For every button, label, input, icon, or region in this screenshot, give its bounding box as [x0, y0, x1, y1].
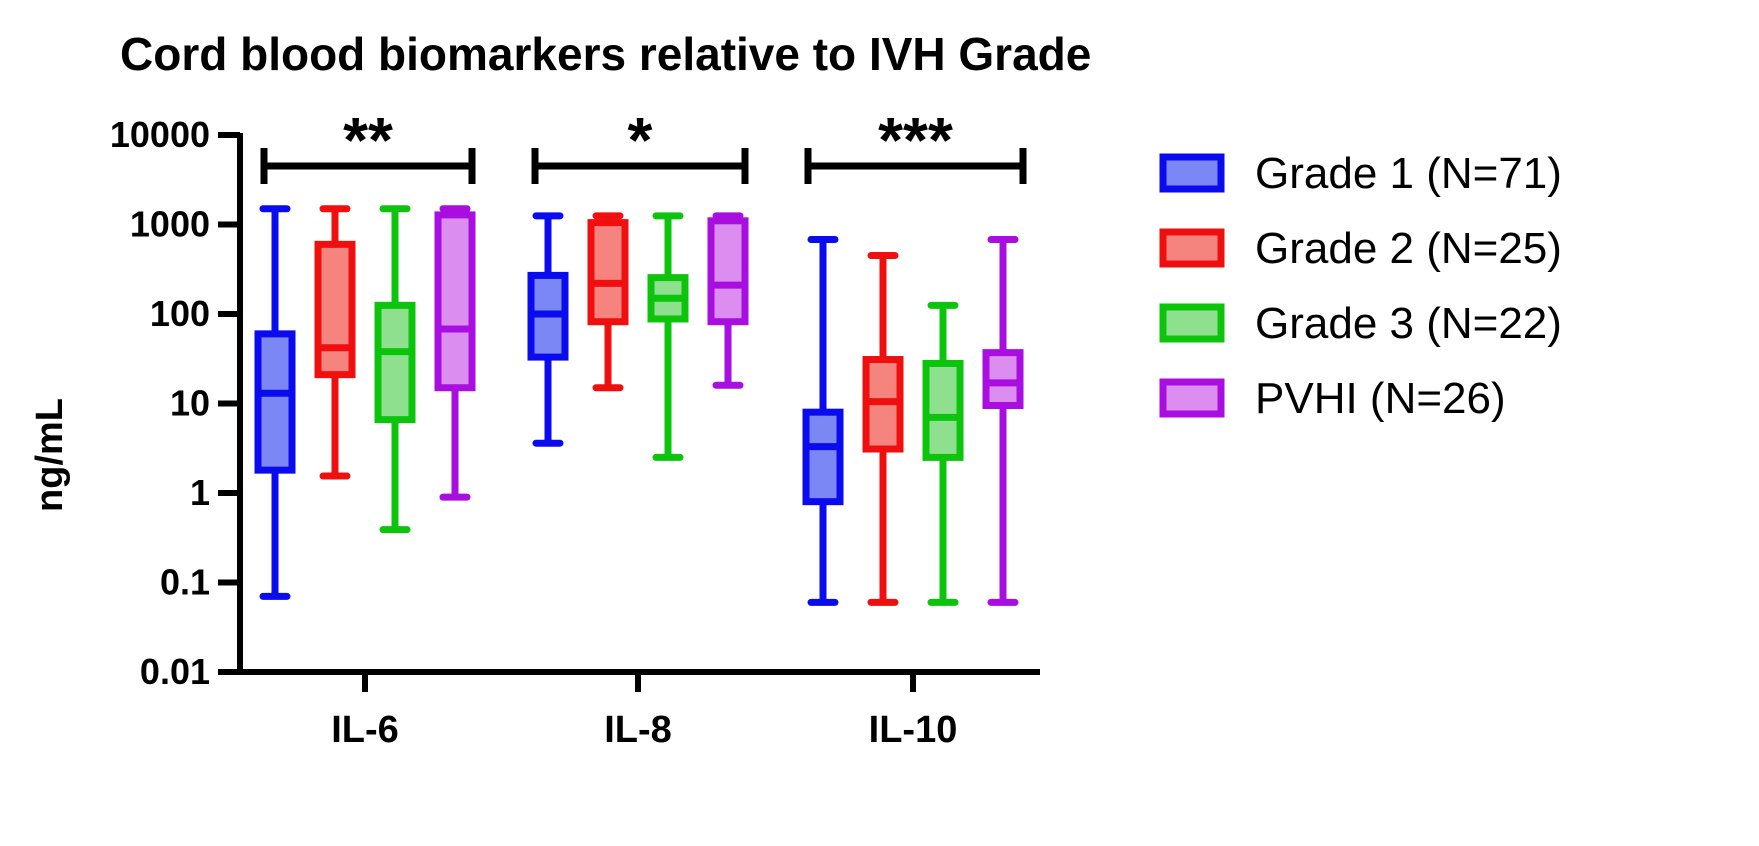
- box-iqr: [434, 211, 476, 392]
- box-plot: [527, 212, 569, 447]
- box-iqr: [314, 240, 356, 379]
- box-plot: [862, 252, 904, 606]
- box-plot: [802, 235, 844, 606]
- box-plot: [434, 205, 476, 501]
- y-tick-label: 10000: [110, 114, 210, 155]
- box-plot: [707, 212, 749, 389]
- box-plot: [647, 212, 689, 461]
- y-tick-label: 100: [150, 293, 210, 334]
- box-iqr: [254, 330, 296, 474]
- legend-entry: Grade 3 (N=22): [1159, 299, 1562, 348]
- x-tick-label: IL-8: [604, 709, 672, 751]
- legend-swatch: [1159, 153, 1225, 193]
- legend: Grade 1 (N=71) Grade 2 (N=25) Grade 3 (N=2…: [1159, 149, 1562, 423]
- significance-label: *: [628, 104, 653, 176]
- significance-bracket: *: [531, 104, 749, 184]
- legend-entry: PVHI (N=26): [1159, 374, 1506, 423]
- legend-label: PVHI (N=26): [1255, 374, 1506, 423]
- box-iqr: [982, 349, 1024, 409]
- legend-swatch: [1159, 378, 1225, 418]
- y-tick-label: 10: [170, 383, 210, 424]
- significance-label: **: [343, 104, 393, 176]
- legend-label: Grade 3 (N=22): [1255, 299, 1562, 348]
- y-tick-label: 0.01: [140, 651, 210, 692]
- x-tick-label: IL-10: [869, 709, 958, 751]
- box-plots: [254, 205, 1024, 606]
- axes: 0.01 0.1 1 10 100 1000 10000 IL-6 IL-8 IL-10: [110, 114, 1040, 751]
- y-tick-label: 1: [190, 472, 210, 513]
- box-iqr: [587, 219, 629, 326]
- box-iqr: [922, 359, 964, 461]
- legend-entry: Grade 1 (N=71): [1159, 149, 1562, 198]
- legend-label: Grade 1 (N=71): [1255, 149, 1562, 198]
- legend-swatch: [1159, 228, 1225, 268]
- box-plot: [254, 205, 296, 600]
- legend-label: Grade 2 (N=25): [1255, 224, 1562, 273]
- box-plot: [374, 205, 416, 534]
- significance-brackets: ** * ***: [260, 104, 1027, 184]
- box-plot: [922, 301, 964, 606]
- box-plot: [587, 212, 629, 392]
- significance-bracket: ***: [804, 104, 1027, 184]
- y-axis-label: ng/mL: [29, 398, 71, 512]
- box-iqr: [707, 217, 749, 326]
- legend-swatch: [1159, 303, 1225, 343]
- significance-label: ***: [878, 104, 953, 176]
- y-tick-label: 0.1: [160, 562, 210, 603]
- box-iqr: [374, 301, 416, 424]
- box-iqr: [802, 408, 844, 506]
- chart-title: Cord blood biomarkers relative to IVH Gr…: [120, 28, 1091, 80]
- box-plot: [314, 205, 356, 480]
- significance-bracket: **: [260, 104, 476, 184]
- y-tick-label: 1000: [130, 204, 210, 245]
- box-plot: [982, 235, 1024, 606]
- x-tick-label: IL-6: [331, 709, 399, 751]
- legend-entry: Grade 2 (N=25): [1159, 224, 1562, 273]
